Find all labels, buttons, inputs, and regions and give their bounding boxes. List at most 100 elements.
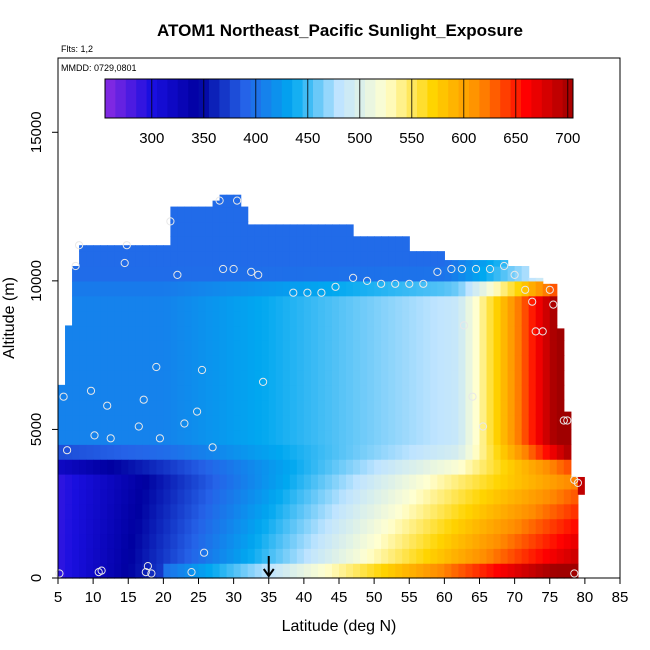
heatmap-cell — [388, 548, 396, 564]
heatmap-cell — [107, 295, 115, 312]
heatmap-cell — [465, 444, 474, 460]
heatmap-cell — [177, 503, 186, 520]
dates-label: MMDD: 0729,0801 — [61, 63, 137, 73]
heatmap-cell — [191, 295, 200, 312]
observation-point — [141, 568, 150, 577]
heatmap-cell — [100, 429, 108, 445]
heatmap-cell — [472, 325, 481, 341]
heatmap-cell — [444, 399, 452, 416]
heatmap-cell — [465, 266, 474, 282]
heatmap-cell — [219, 414, 228, 431]
heatmap-cell — [254, 295, 263, 312]
heatmap-cell — [381, 414, 389, 431]
heatmap-cell — [402, 533, 410, 549]
heatmap-cell — [100, 280, 108, 297]
heatmap-cell — [170, 295, 179, 312]
colorbar-segment — [541, 79, 553, 118]
heatmap-cell — [86, 355, 94, 371]
heatmap-cell — [184, 384, 193, 401]
heatmap-cell — [381, 325, 389, 341]
heatmap-cell — [156, 295, 164, 312]
heatmap-cell — [437, 251, 445, 267]
heatmap-cell — [317, 518, 326, 535]
heatmap-cell — [367, 236, 375, 252]
heatmap-cell — [549, 310, 558, 327]
observation-point — [459, 321, 469, 330]
heatmap-cell — [521, 325, 530, 341]
observation-point — [559, 416, 568, 425]
heatmap-cell — [121, 518, 129, 535]
heatmap-cell — [331, 488, 340, 505]
heatmap-cell — [275, 224, 284, 237]
heatmap-cell — [212, 280, 221, 297]
heatmap-cell — [247, 266, 256, 282]
heatmap-cell — [310, 340, 319, 356]
heatmap-cell — [184, 251, 193, 267]
heatmap-cell — [135, 488, 143, 505]
heatmap-cell — [542, 548, 551, 564]
heatmap-cell — [444, 260, 452, 267]
heatmap-cell — [395, 325, 403, 341]
heatmap-cell — [254, 474, 263, 490]
heatmap-cell — [521, 266, 530, 282]
heatmap-cell — [479, 444, 488, 460]
heatmap-cell — [500, 503, 509, 520]
heatmap-cell — [458, 488, 467, 505]
heatmap-cell — [374, 340, 382, 356]
heatmap-cell — [170, 414, 179, 431]
heatmap-cell — [184, 355, 193, 371]
heatmap-cell — [324, 310, 333, 327]
heatmap-cell — [86, 266, 94, 282]
observation-point — [573, 478, 583, 487]
heatmap-cell — [114, 503, 122, 520]
heatmap-cell — [254, 370, 263, 386]
colorbar-segment — [365, 79, 376, 118]
heatmap-cell — [542, 429, 551, 445]
heatmap-cell — [416, 429, 424, 445]
heatmap-cell — [472, 548, 481, 564]
heatmap-cell — [528, 518, 537, 535]
heatmap-cell — [107, 548, 115, 564]
heatmap-cell — [275, 295, 284, 312]
heatmap-cell — [472, 459, 481, 475]
heatmap-cell — [72, 384, 80, 401]
heatmap-cell — [556, 474, 565, 490]
heatmap-cell — [198, 459, 207, 475]
heatmap-cell — [149, 488, 157, 505]
heatmap-cell — [184, 488, 193, 505]
heatmap-cell — [324, 384, 333, 401]
heatmap-cell — [549, 503, 558, 520]
heatmap-cell — [528, 310, 537, 327]
heatmap-cell — [121, 474, 129, 490]
heatmap-cell — [303, 563, 312, 579]
heatmap-cell — [324, 295, 333, 312]
heatmap-cell — [254, 444, 263, 460]
heatmap-cell — [212, 206, 221, 223]
heatmap-cell — [289, 370, 298, 386]
heatmap-cell — [346, 295, 354, 312]
heatmap-cell — [465, 459, 474, 475]
heatmap-cell — [163, 355, 172, 371]
heatmap-cell — [296, 224, 305, 237]
heatmap-cell — [114, 459, 122, 475]
heatmap-cell — [458, 260, 467, 267]
heatmap-cell — [233, 340, 242, 356]
heatmap-cell — [79, 266, 87, 282]
heatmap-cell — [556, 488, 565, 505]
heatmap-cell — [409, 251, 417, 267]
heatmap-cell — [381, 295, 389, 312]
heatmap-cell — [339, 384, 347, 401]
heatmap-cell — [65, 474, 73, 490]
heatmap-cell — [86, 325, 94, 341]
latitude-arrow-icon — [262, 556, 275, 578]
heatmap-cell — [493, 533, 502, 549]
heatmap-cell — [289, 548, 298, 564]
heatmap-cell — [346, 384, 354, 401]
heatmap-cell — [254, 224, 263, 237]
heatmap-cell — [198, 399, 207, 416]
heatmap-cell — [458, 429, 467, 445]
heatmap-cell — [381, 533, 389, 549]
heatmap-cell — [367, 280, 375, 297]
heatmap-cell — [430, 474, 438, 490]
heatmap-cell — [346, 429, 354, 445]
